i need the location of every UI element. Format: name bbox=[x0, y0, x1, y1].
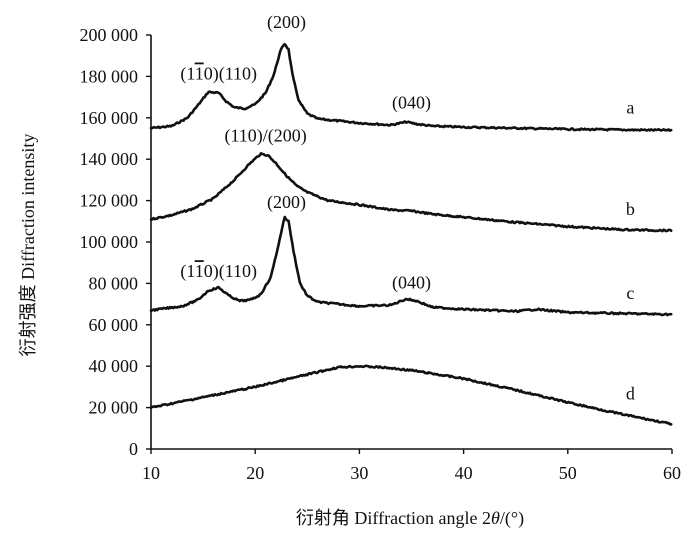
x-axis-title: 衍射角 Diffraction angle 2θ/(°) bbox=[296, 508, 524, 529]
x-axis-title-prefix: 衍射角 Diffraction angle 2 bbox=[296, 508, 491, 528]
y-tick-label: 120 000 bbox=[80, 191, 139, 211]
y-tick-label: 80 000 bbox=[89, 273, 139, 293]
peak-annotation-part: (200) bbox=[267, 12, 306, 33]
series-line-b bbox=[149, 152, 673, 233]
peak-annotation: (040) bbox=[392, 273, 431, 294]
peak-annotation-part: 1 bbox=[195, 261, 204, 281]
peak-annotation-part: (040) bbox=[392, 273, 431, 294]
x-tick-label: 20 bbox=[246, 463, 264, 483]
x-axis-title-theta: θ bbox=[491, 508, 500, 528]
y-tick-label: 160 000 bbox=[80, 108, 139, 128]
series-line-a bbox=[149, 42, 673, 132]
series-line-c bbox=[149, 215, 673, 317]
series-label-d: d bbox=[626, 383, 635, 403]
y-tick-label: 40 000 bbox=[89, 356, 139, 376]
series-line-d bbox=[149, 364, 673, 426]
y-tick-label: 100 000 bbox=[80, 232, 139, 252]
y-tick-label: 60 000 bbox=[89, 315, 139, 335]
peak-annotation: (200) bbox=[267, 12, 306, 33]
series-label-a: a bbox=[626, 98, 634, 118]
y-tick-label: 140 000 bbox=[80, 149, 139, 169]
y-tick-label: 20 000 bbox=[89, 398, 139, 418]
x-tick-label: 60 bbox=[663, 463, 681, 483]
peak-annotation: (040) bbox=[392, 92, 431, 113]
peak-annotation: (200) bbox=[267, 192, 306, 213]
peak-annotation: (110)/(200) bbox=[224, 126, 306, 147]
peak-annotation-part: 1 bbox=[195, 64, 204, 84]
peak-annotation-part: (040) bbox=[392, 92, 431, 113]
x-axis-title-suffix: /(°) bbox=[500, 508, 524, 529]
y-tick-label: 180 000 bbox=[80, 66, 139, 86]
peak-annotation-part: (110)/(200) bbox=[224, 126, 306, 147]
y-tick-label: 0 bbox=[129, 439, 138, 459]
y-axis-title: 衍射强度 Diffraction intensity bbox=[18, 134, 38, 357]
series-label-c: c bbox=[626, 283, 634, 303]
y-tick-label: 200 000 bbox=[80, 25, 139, 45]
peak-annotation-part: 0)(110) bbox=[204, 261, 257, 282]
x-tick-label: 50 bbox=[559, 463, 577, 483]
x-tick-label: 30 bbox=[350, 463, 368, 483]
annotation-group: abcd(110)(110)(200)(040)(110)/(200)(200)… bbox=[180, 12, 634, 404]
peak-annotation-part: 0)(110) bbox=[204, 64, 257, 85]
peak-annotation-part: (1 bbox=[180, 64, 194, 85]
peak-annotation: (110)(110) bbox=[180, 261, 257, 282]
peak-annotation: (110)(110) bbox=[180, 64, 257, 85]
x-tick-label: 10 bbox=[142, 463, 160, 483]
peak-annotation-part: (1 bbox=[180, 261, 194, 282]
axes: 0 20 000 40 000 60 000 80 000 100 000 120 000 1… bbox=[80, 25, 682, 483]
series-group bbox=[149, 42, 673, 426]
peak-annotation-part: (200) bbox=[267, 192, 306, 213]
x-tick-label: 40 bbox=[455, 463, 473, 483]
series-label-b: b bbox=[626, 199, 635, 219]
